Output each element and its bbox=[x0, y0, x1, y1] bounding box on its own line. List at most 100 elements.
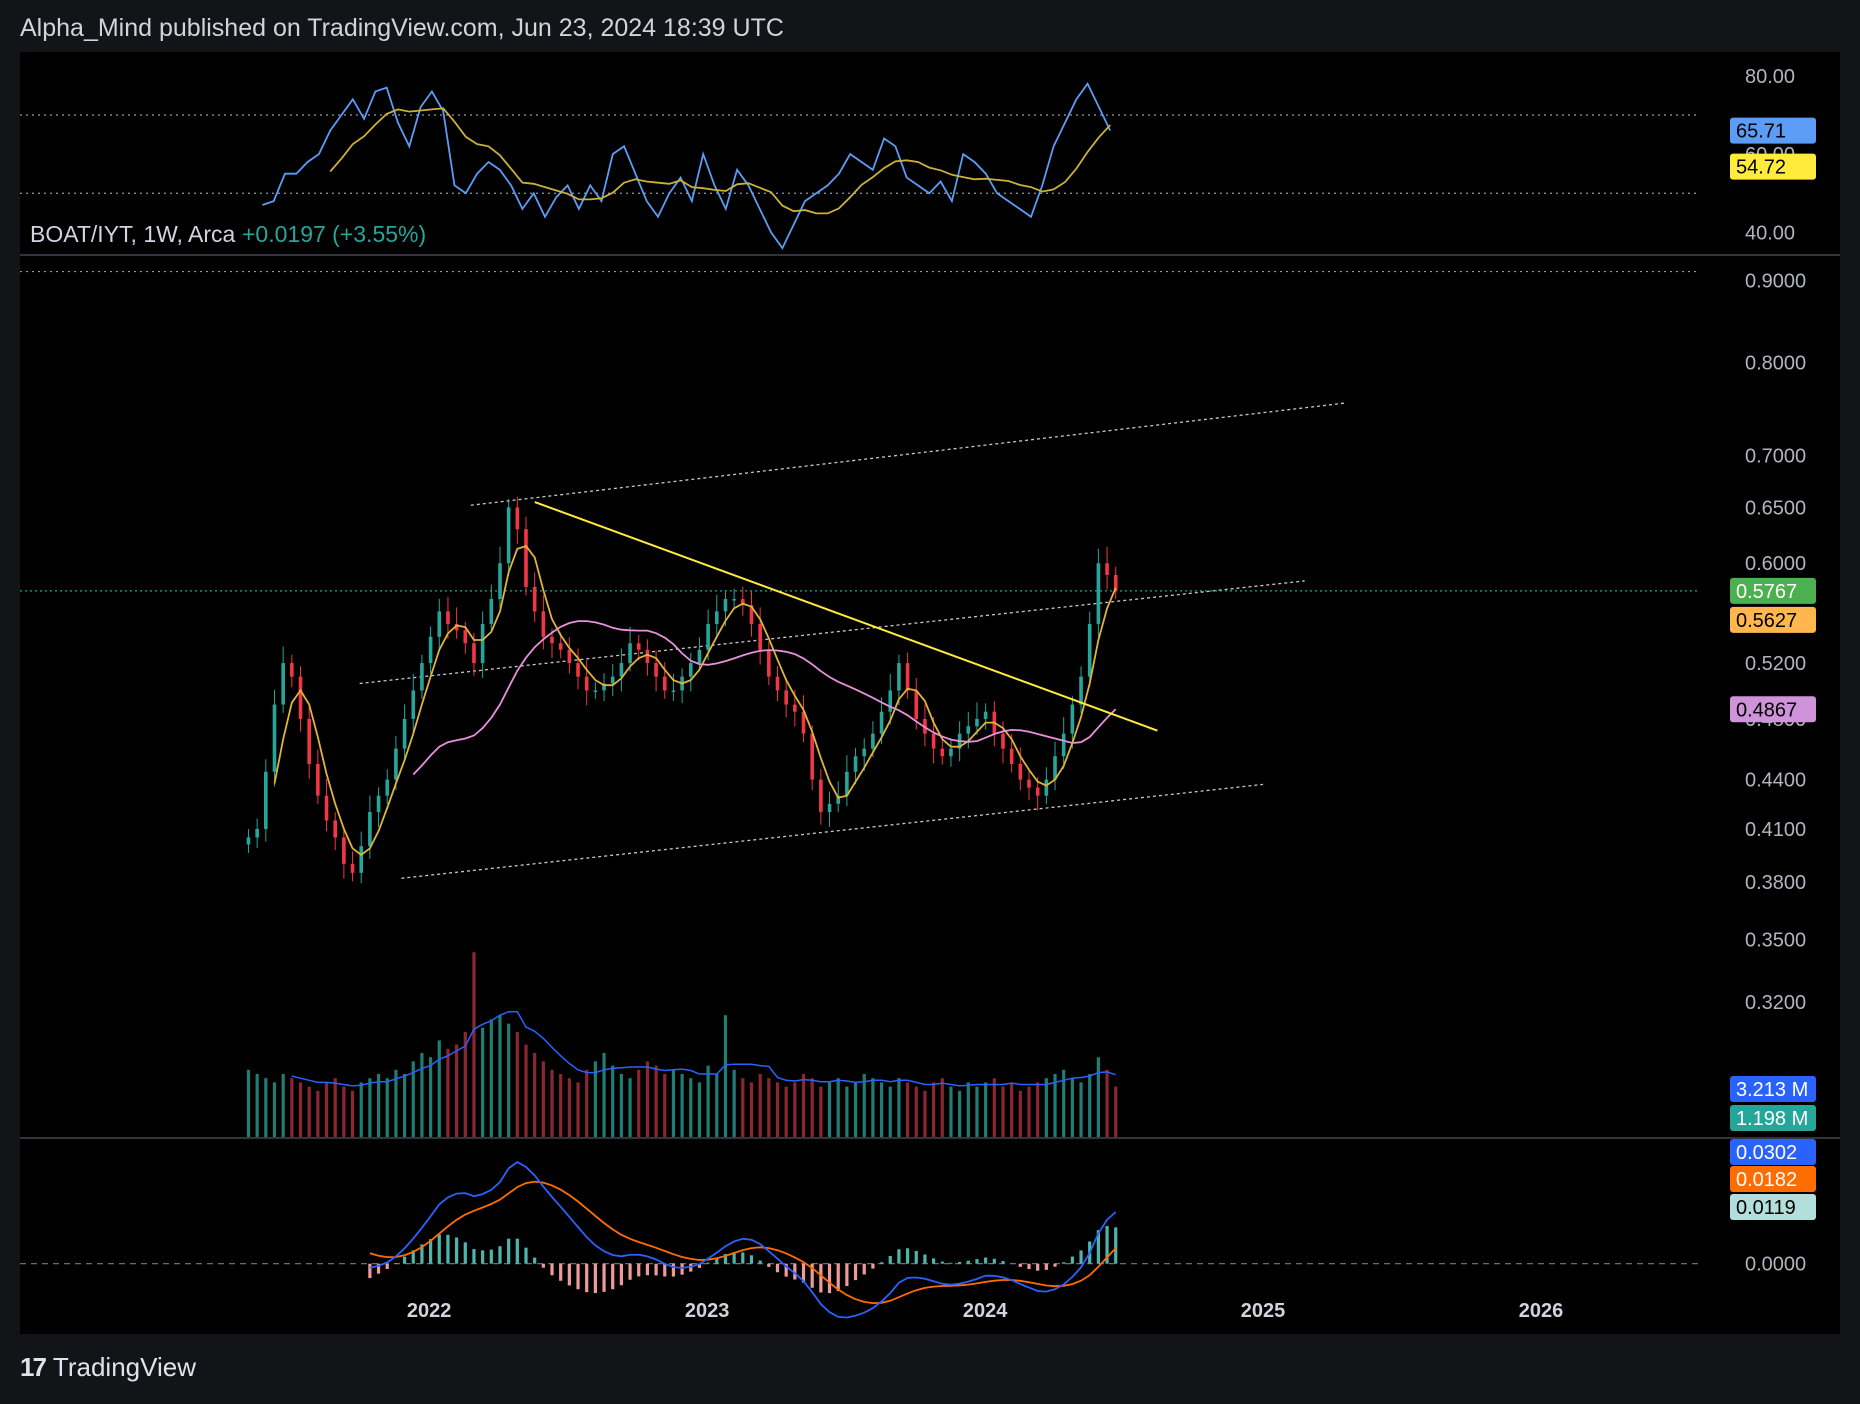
macd-histogram-bar bbox=[1096, 1230, 1100, 1264]
volume-badge-bg bbox=[1730, 1076, 1816, 1102]
volume-bar bbox=[845, 1086, 849, 1137]
macd-histogram-bar bbox=[515, 1238, 519, 1264]
volume-ma-badge: 1.198 M bbox=[1736, 1108, 1808, 1130]
candle bbox=[1096, 563, 1101, 624]
volume-bar bbox=[567, 1078, 571, 1137]
macd-histogram-bar bbox=[1105, 1226, 1109, 1264]
date-tick-label: 2024 bbox=[963, 1300, 1008, 1322]
volume-bar bbox=[446, 1048, 450, 1137]
macd-histogram-bar bbox=[1018, 1263, 1022, 1267]
candle bbox=[411, 690, 416, 719]
macd-histogram-bar bbox=[1062, 1262, 1066, 1264]
candle bbox=[567, 649, 572, 664]
volume-bar bbox=[420, 1053, 424, 1137]
candle bbox=[298, 676, 303, 719]
candle bbox=[1105, 563, 1109, 575]
candle bbox=[732, 599, 736, 601]
macd-histogram-bar bbox=[507, 1238, 511, 1264]
volume-bar bbox=[1027, 1086, 1031, 1137]
macd-histogram-bar bbox=[455, 1237, 459, 1264]
candle bbox=[758, 623, 762, 650]
macd-histogram-bar bbox=[758, 1260, 762, 1264]
footer-brand[interactable]: 17 TradingView bbox=[20, 1352, 196, 1383]
candle bbox=[914, 690, 919, 719]
chart-frame[interactable]: 80.0060.0040.000.90000.80000.70000.65000… bbox=[20, 52, 1840, 1334]
macd-histogram-bar bbox=[879, 1262, 884, 1264]
volume-bar bbox=[316, 1090, 320, 1137]
candle bbox=[454, 623, 459, 631]
rsi-tick-label: 80.00 bbox=[1745, 66, 1795, 88]
candle bbox=[1027, 779, 1031, 788]
volume-bar bbox=[723, 1015, 728, 1137]
candle bbox=[264, 771, 268, 829]
volume-bar bbox=[324, 1082, 329, 1137]
candle bbox=[784, 690, 788, 705]
macd-histogram-bar bbox=[888, 1255, 892, 1264]
last-price-badge-bg bbox=[1730, 577, 1816, 604]
volume-bar bbox=[862, 1074, 866, 1137]
chart-svg[interactable]: 80.0060.0040.000.90000.80000.70000.65000… bbox=[20, 52, 1840, 1334]
volume-bar bbox=[602, 1053, 606, 1137]
macd-histogram-bar bbox=[472, 1249, 476, 1264]
macd-histogram-bar bbox=[845, 1263, 849, 1287]
volume-bar bbox=[619, 1074, 623, 1137]
candle bbox=[975, 718, 979, 727]
macd-histogram-bar bbox=[1001, 1261, 1005, 1264]
candle bbox=[966, 726, 971, 734]
macd-pane bbox=[20, 1161, 1700, 1319]
candle bbox=[446, 611, 450, 624]
volume-bar bbox=[281, 1074, 285, 1137]
candle bbox=[654, 663, 658, 677]
rsi-ma-value-badge-bg bbox=[1730, 153, 1816, 180]
macd-histogram-bar bbox=[1114, 1227, 1118, 1264]
candle bbox=[472, 643, 476, 664]
price-tick-label: 0.4100 bbox=[1745, 819, 1806, 841]
brand-name: TradingView bbox=[52, 1352, 196, 1382]
volume-bar bbox=[246, 1069, 251, 1137]
macd-histogram-bar bbox=[793, 1263, 797, 1280]
macd-histogram-bar bbox=[975, 1259, 979, 1264]
volume-bar bbox=[272, 1082, 277, 1137]
volume-bar bbox=[411, 1061, 415, 1137]
volume-bar bbox=[871, 1078, 875, 1137]
volume-bar bbox=[1114, 1086, 1118, 1137]
candle bbox=[333, 820, 337, 838]
candle bbox=[619, 663, 624, 677]
volume-bar bbox=[541, 1061, 545, 1137]
macd-histogram-bar bbox=[827, 1263, 832, 1294]
candle bbox=[359, 846, 364, 873]
volume-badge: 3.213 M bbox=[1736, 1079, 1808, 1101]
macd-histogram-bar bbox=[723, 1254, 728, 1264]
candle bbox=[489, 599, 494, 624]
channel-lower-line bbox=[401, 783, 1264, 879]
macd-histogram-bar bbox=[784, 1263, 788, 1277]
macd-histogram-bar bbox=[463, 1242, 467, 1264]
candle bbox=[688, 663, 693, 677]
macd-histogram-bar bbox=[671, 1263, 676, 1277]
volume-bar bbox=[749, 1082, 754, 1137]
candle bbox=[793, 704, 797, 712]
volume-bar bbox=[793, 1082, 797, 1137]
volume-bar bbox=[958, 1090, 962, 1137]
candle bbox=[810, 733, 814, 780]
candle bbox=[888, 690, 893, 712]
macd-histogram-bar bbox=[602, 1263, 606, 1292]
volume-bar bbox=[758, 1074, 762, 1137]
macd-histogram-bar bbox=[1036, 1263, 1040, 1271]
macd-histogram-bar bbox=[932, 1258, 936, 1264]
rsi-ma-line bbox=[329, 107, 1111, 215]
volume-bar bbox=[1096, 1057, 1100, 1137]
volume-bar bbox=[1062, 1069, 1066, 1137]
candle bbox=[1009, 748, 1014, 764]
rsi-value-badge-bg bbox=[1730, 117, 1816, 144]
macd-histogram-bar bbox=[411, 1250, 415, 1264]
macd-histogram-bar bbox=[420, 1244, 424, 1264]
candle bbox=[714, 611, 719, 624]
candle bbox=[402, 718, 407, 749]
macd-histogram-bar bbox=[611, 1263, 615, 1290]
macd-histogram-bar bbox=[836, 1263, 840, 1292]
volume-bar bbox=[637, 1069, 641, 1137]
date-tick-label: 2026 bbox=[1519, 1300, 1564, 1322]
candle bbox=[428, 636, 433, 664]
candle bbox=[255, 828, 259, 838]
